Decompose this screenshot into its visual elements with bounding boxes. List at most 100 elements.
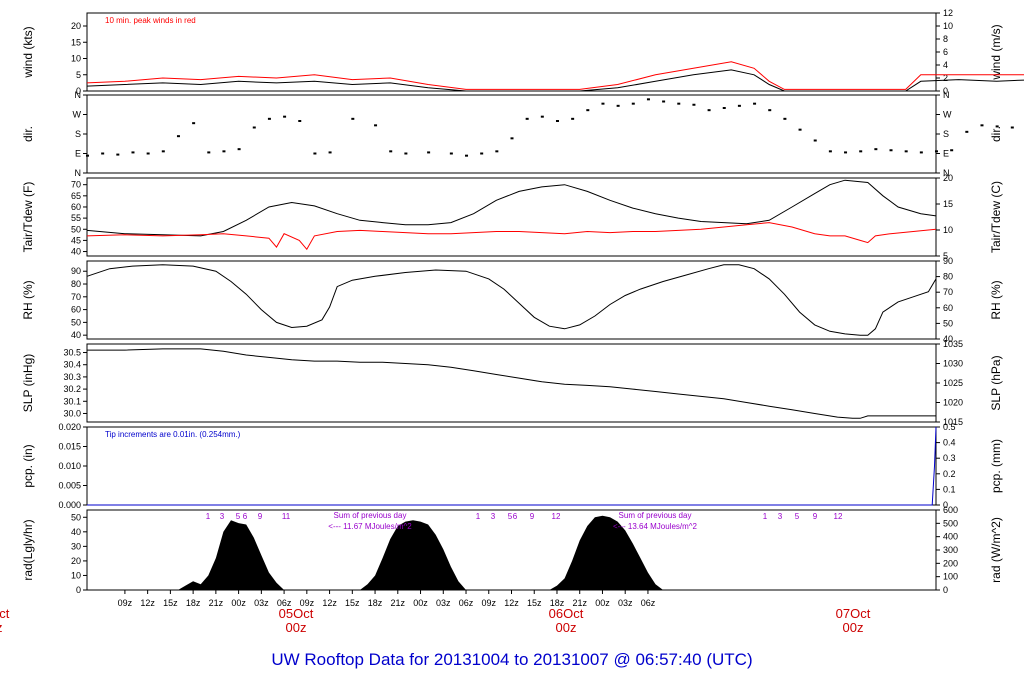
pcp-left-tick-label: 0.005 <box>58 481 81 491</box>
rad-hour-mark: 6 <box>243 512 248 521</box>
rh-left-tick-label: 60 <box>71 305 81 315</box>
temp-right-tick-label: 15 <box>943 199 953 209</box>
pcp-left-axis-label: pcp. (in) <box>21 444 35 487</box>
pcp-left-tick-label: 0.000 <box>58 500 81 510</box>
dir-dir-point <box>646 98 650 101</box>
dir-right-tick-label: N <box>943 90 950 100</box>
x-tick-label: 03z <box>618 598 633 608</box>
dir-dir-point <box>631 102 635 105</box>
dir-dir-point <box>222 150 226 153</box>
dir-left-tick-label: N <box>75 90 82 100</box>
day-label: 07Oct <box>836 606 871 621</box>
dir-left-tick-label: N <box>75 168 82 178</box>
dir-dir-point <box>919 151 923 154</box>
dir-dir-point <box>950 149 954 152</box>
dir-dir-point <box>283 115 287 118</box>
pcp-precipitation-line <box>87 426 937 506</box>
dir-dir-point <box>510 137 514 140</box>
rad-hour-mark: 3 <box>220 512 225 521</box>
rad-left-tick-label: 0 <box>76 585 81 595</box>
dir-left-tick-label: W <box>73 110 82 120</box>
rh-left-tick-label: 50 <box>71 317 81 327</box>
rad-left-axis-label: rad(Lgly/hr) <box>21 519 35 580</box>
dir-dir-point <box>662 100 666 103</box>
slp-left-tick-label: 30.3 <box>63 372 81 382</box>
x-tick-label: 00z <box>595 598 610 608</box>
wind-panel-frame <box>86 12 937 92</box>
temp-right-axis-label: Tair/Tdew (C) <box>989 181 1003 253</box>
dir-dir-point <box>813 139 817 142</box>
slp-right-tick-label: 1035 <box>943 339 963 349</box>
dir-right-tick-label: S <box>943 129 949 139</box>
rad-right-tick-label: 500 <box>943 518 958 528</box>
rad-right-tick-label: 300 <box>943 545 958 555</box>
dir-dir-point <box>555 120 559 122</box>
x-tick-label: 12z <box>140 598 155 608</box>
pcp-right-tick-label: 0.3 <box>943 453 956 463</box>
x-tick-label: 03z <box>254 598 269 608</box>
dir-dir-point <box>351 117 355 120</box>
wind-right-axis-label: wind (m/s) <box>989 24 1003 80</box>
dir-left-tick-label: E <box>75 149 81 159</box>
rad-hour-mark: 9 <box>813 512 818 521</box>
rad-right-tick-label: 400 <box>943 532 958 542</box>
dir-dir-point <box>980 124 984 127</box>
dir-dir-point <box>146 152 150 155</box>
x-tick-label: 09z <box>118 598 133 608</box>
dir-dir-point <box>495 150 499 153</box>
wind-left-axis-label: wind (kts) <box>21 26 35 78</box>
temp-left-tick-label: 40 <box>71 247 81 257</box>
dir-dir-point <box>404 152 408 155</box>
slp-right-tick-label: 1015 <box>943 417 963 427</box>
rh-panel-frame <box>86 260 937 340</box>
dir-dir-point <box>1010 126 1014 129</box>
slp-right-axis-label: SLP (hPa) <box>989 355 1003 410</box>
dir-dir-point <box>828 150 832 153</box>
dir-dir-point <box>427 151 431 154</box>
slp-right-tick-label: 1025 <box>943 378 963 388</box>
dir-dir-point <box>540 115 544 118</box>
dir-dir-point <box>798 128 802 131</box>
rad-hour-mark: 5 <box>795 512 800 521</box>
rad-left-tick-label: 20 <box>71 556 81 566</box>
dir-dir-point <box>313 152 317 155</box>
rad-hour-mark: 3 <box>778 512 783 521</box>
x-tick-label: 18z <box>368 598 383 608</box>
rad-left-tick-label: 50 <box>71 512 81 522</box>
pcp-right-tick-label: 0 <box>943 500 948 510</box>
dir-dir-point <box>904 150 908 153</box>
slp-panel-frame <box>86 343 937 423</box>
day-hour-label: 00z <box>286 620 307 635</box>
x-tick-label: 06z <box>277 598 292 608</box>
temp-dew_point-line <box>86 222 937 251</box>
wind-annotation: 10 min. peak winds in red <box>105 16 196 25</box>
x-tick-label: 09z <box>300 598 315 608</box>
rad-left-tick-label: 30 <box>71 541 81 551</box>
slp-left-tick-label: 30.5 <box>63 348 81 358</box>
slp-sea_level_pressure-line <box>87 348 936 419</box>
temp-left-tick-label: 65 <box>71 191 81 201</box>
slp-right-tick-label: 1020 <box>943 398 963 408</box>
rad-sum-label: Sum of previous day <box>619 511 692 520</box>
rh-right-tick-label: 60 <box>943 303 953 313</box>
rad-right-tick-label: 600 <box>943 505 958 515</box>
rad-hour-mark: 3 <box>491 512 496 521</box>
rh-right-tick-label: 40 <box>943 334 953 344</box>
temp-left-tick-label: 45 <box>71 235 81 245</box>
dir-dir-point <box>176 135 180 138</box>
dir-dir-point <box>677 102 681 105</box>
rad-hour-mark: 1 <box>476 512 481 521</box>
wind-left-tick-label: 20 <box>71 21 81 31</box>
pcp-left-tick-label: 0.020 <box>58 422 81 432</box>
dir-dir-point <box>889 149 893 152</box>
slp-left-tick-label: 30.1 <box>63 396 81 406</box>
rad-right-tick-label: 0 <box>943 585 948 595</box>
dir-dir-point <box>965 130 969 133</box>
dir-dir-point <box>116 153 120 156</box>
day-hour-label: 00z <box>0 620 2 635</box>
x-tick-label: 18z <box>550 598 565 608</box>
wind-right-tick-label: 6 <box>943 47 948 57</box>
rh-left-tick-label: 70 <box>71 292 81 302</box>
dir-dir-point <box>753 102 757 105</box>
dir-right-axis-label: dir. <box>989 126 1003 142</box>
